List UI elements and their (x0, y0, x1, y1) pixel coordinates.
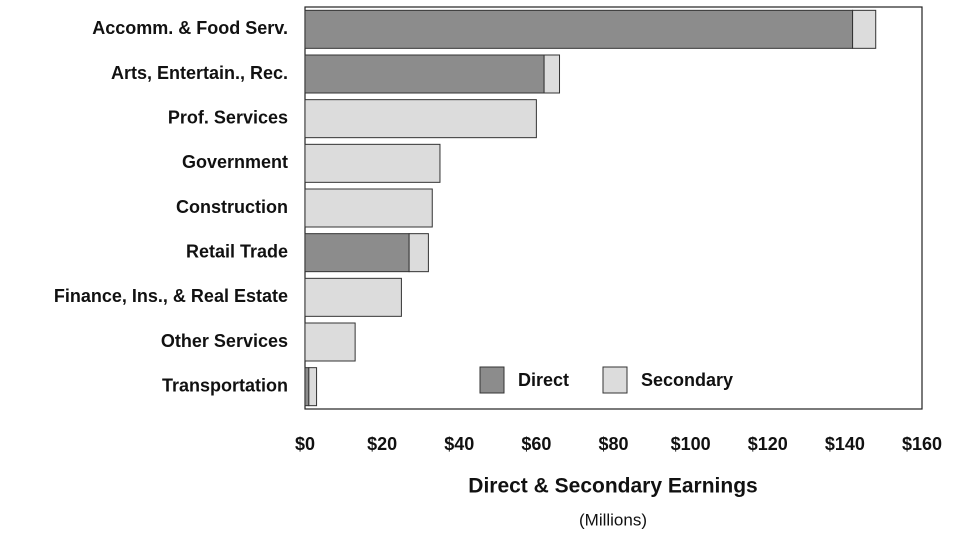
bar-segment (304, 54, 545, 94)
y-tick-label: Finance, Ins., & Real Estate (54, 286, 288, 306)
x-tick-label: $80 (598, 434, 628, 454)
legend-label: Secondary (641, 370, 733, 390)
x-tick-label: $120 (748, 434, 788, 454)
bar-segment (304, 322, 356, 362)
x-tick-label: $60 (521, 434, 551, 454)
x-axis-subtitle: (Millions) (579, 510, 647, 529)
x-axis-title: Direct & Secondary Earnings (468, 475, 757, 498)
y-tick-label: Government (182, 152, 288, 172)
x-tick-label: $100 (671, 434, 711, 454)
y-tick-label: Arts, Entertain., Rec. (111, 63, 288, 83)
x-tick-label: $20 (367, 434, 397, 454)
bar-segment (543, 54, 561, 94)
bar-segment (304, 367, 310, 407)
bar-segment (304, 143, 441, 183)
legend-swatch (479, 366, 505, 394)
y-tick-label: Other Services (161, 331, 288, 351)
x-tick-label: $140 (825, 434, 865, 454)
legend-label: Direct (518, 370, 569, 390)
bar-segment (304, 99, 537, 139)
y-tick-label: Retail Trade (186, 241, 288, 261)
x-tick-label: $0 (295, 434, 315, 454)
bar-segment (852, 9, 877, 49)
y-tick-label: Prof. Services (168, 107, 288, 127)
bar-segment (304, 9, 854, 49)
bar-segment (308, 367, 318, 407)
x-tick-label: $40 (444, 434, 474, 454)
y-tick-label: Transportation (162, 375, 288, 395)
legend-swatch (602, 366, 628, 394)
x-tick-label: $160 (902, 434, 942, 454)
bar-segment (304, 188, 433, 228)
bar-segment (304, 277, 402, 317)
y-tick-label: Accomm. & Food Serv. (92, 18, 288, 38)
y-tick-label: Construction (176, 197, 288, 217)
bar-segment (408, 233, 429, 273)
bar-segment (304, 233, 410, 273)
